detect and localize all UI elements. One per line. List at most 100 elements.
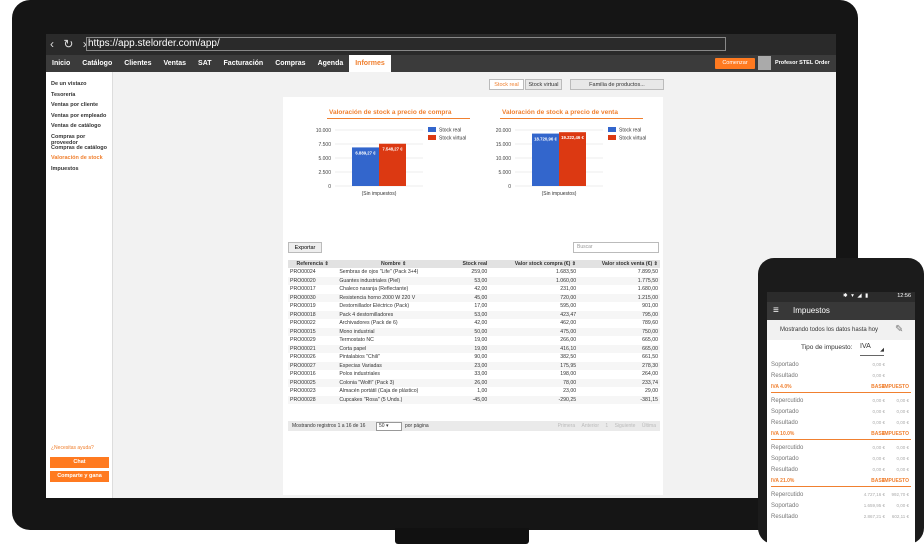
- help-link[interactable]: ¿Necesitas ayuda?: [51, 445, 94, 451]
- table-cell: -381,15: [578, 395, 660, 404]
- tax-amount-value: 0,00 €: [896, 409, 909, 414]
- hamburger-icon[interactable]: ≡: [773, 305, 779, 316]
- table-cell: Pack 4 destornilladores: [337, 310, 451, 319]
- comenzar-button[interactable]: Comenzar: [715, 58, 755, 69]
- y-tick-label: 10.000: [496, 156, 512, 162]
- search-input[interactable]: Buscar: [573, 242, 659, 253]
- avatar[interactable]: [758, 56, 771, 70]
- column-header-stock-real[interactable]: Stock real: [450, 260, 490, 268]
- sidebar-item-de-un-vistazo[interactable]: De un vistazo: [51, 81, 87, 87]
- table-row[interactable]: PRO00030 Resistencia horno 2000 W 220 V 45…: [288, 293, 660, 302]
- user-menu[interactable]: Profesor STEL Order: [775, 60, 830, 66]
- table-row[interactable]: PRO00024 Sembras de ojos "Life" (Pack 3+4…: [288, 268, 660, 277]
- table-row[interactable]: PRO00020 Guantes industriales (Piel) 53,00…: [288, 276, 660, 285]
- tax-base-value: 0,00 €: [872, 420, 885, 425]
- tax-row-label: Resultado: [771, 514, 799, 520]
- phone-message-bar: Mostrando todos los datos hasta hoy ✎: [767, 320, 915, 340]
- export-button[interactable]: Exportar: [288, 242, 322, 253]
- table-row[interactable]: PRO00021 Corta papel 19,00 416,10 665,00: [288, 344, 660, 353]
- table-row[interactable]: PRO00023 Almacén portátil (Caja de plásti…: [288, 387, 660, 396]
- stock-table: Referencia ⇕ Nombre ⇕ Stock real Valor stoc…: [288, 260, 660, 404]
- table-row[interactable]: PRO00027 Especias Variadas 23,00 175,95 278,…: [288, 361, 660, 370]
- table-row[interactable]: PRO00015 Mono industrial 50,00 475,00 750,00: [288, 327, 660, 336]
- sidebar-item-compras-por-proveedor[interactable]: Compras por proveedor: [51, 133, 86, 146]
- nav-item-inicio[interactable]: Inicio: [52, 60, 71, 67]
- table-row[interactable]: PRO00028 Cupcakes "Rosa" (5 Unds.) -45,00-…: [288, 395, 660, 404]
- column-header-nombre[interactable]: Nombre ⇕: [337, 260, 451, 268]
- nav-item-agenda[interactable]: Agenda: [317, 60, 344, 67]
- nav-item-compras[interactable]: Compras: [275, 60, 306, 67]
- familia-dropdown[interactable]: Familia de productos...: [570, 79, 664, 90]
- table-row[interactable]: PRO00018 Pack 4 destornilladores 53,00 423,…: [288, 310, 660, 319]
- sidebar-item-valoracion-de-stock[interactable]: Valoración de stock: [51, 155, 103, 162]
- table-cell: PRO00023: [290, 388, 316, 395]
- sidebar-item-compras-de-catalogo[interactable]: Compras de catálogo: [51, 144, 107, 151]
- tax-section-name: IVA 4.0%: [771, 384, 792, 390]
- table-cell: -290,25: [489, 395, 579, 404]
- share-button[interactable]: Comparte y gana: [50, 471, 109, 482]
- table-row[interactable]: PRO00019 Destornillador Eléctrico (Pack) 1…: [288, 302, 660, 311]
- table-cell: 19,00: [450, 344, 490, 353]
- address-bar[interactable]: [86, 37, 726, 51]
- sidebar-item-impuestos[interactable]: Impuestos: [51, 165, 79, 172]
- sidebar-item-ventas-por-cliente[interactable]: Ventas por cliente: [51, 102, 99, 109]
- column-header-valor-stock-venta[interactable]: Valor stock venta (€) ⇕: [578, 260, 660, 268]
- pager-ultima[interactable]: Última: [641, 423, 656, 429]
- pager-primera[interactable]: Primera: [557, 423, 577, 429]
- stock-real-toggle[interactable]: Stock real: [489, 79, 524, 90]
- legend-swatch: [428, 135, 436, 140]
- base-column-label: BASE: [871, 478, 885, 484]
- main-nav: Inicio Catálogo Clientes Ventas SAT Facturaci…: [46, 55, 836, 72]
- table-cell: Cupcakes "Rosa" (5 Unds.): [337, 395, 451, 404]
- table-row[interactable]: PRO00017 Chaleco naranja (Reflectante) 42,…: [288, 285, 660, 294]
- tax-amount-value: 0,00 €: [896, 467, 909, 472]
- sidebar-item-ventas-por-empleado[interactable]: Ventas por empleado: [51, 112, 107, 119]
- table-cell: 7.899,50: [637, 269, 658, 276]
- table-cell: PRO00029: [290, 337, 316, 344]
- browser-nav-icons[interactable]: ‹ ↻ ›: [50, 37, 90, 51]
- pencil-icon[interactable]: ✎: [895, 324, 904, 335]
- nav-item-ventas[interactable]: Ventas: [163, 60, 187, 67]
- table-header: Referencia ⇕ Nombre ⇕ Stock real Valor stoc…: [288, 260, 660, 268]
- tax-section-header: IVA 4.0% BASE IMPUESTO: [771, 383, 911, 393]
- table-row[interactable]: PRO00025 Colonia "Wolfi" (Pack 3) 26,00 78,…: [288, 378, 660, 387]
- tax-amount-value: 0,00 €: [896, 445, 909, 450]
- legend-label: Stock virtual: [439, 136, 466, 142]
- tax-row-resultado: Resultado 0,00 €: [771, 371, 911, 381]
- pager-anterior[interactable]: Anterior: [581, 423, 601, 429]
- table-cell: PRO00021: [288, 344, 338, 353]
- table-cell: 750,00: [578, 327, 660, 336]
- tax-row-resultado: Resultado 0,00 € 0,00 €: [771, 418, 911, 428]
- stock-virtual-toggle[interactable]: Stock virtual: [525, 79, 562, 90]
- tipo-select[interactable]: IVA ◢: [860, 343, 884, 356]
- nav-item-catalogo[interactable]: Catálogo: [82, 60, 113, 67]
- base-column-label: BASE: [871, 384, 885, 390]
- table-row[interactable]: PRO00016 Polos industriales 33,00 198,00 264…: [288, 370, 660, 379]
- table-row[interactable]: PRO00029 Termostato NC 19,00 266,00 665,00: [288, 336, 660, 345]
- phone-status-bar: ✱ ▾ ◢ ▮ 12:56: [767, 292, 915, 302]
- page-size-select[interactable]: 50 ▾: [376, 422, 402, 431]
- table-cell: 50,00: [450, 327, 490, 336]
- tax-base-value: 0,00 €: [872, 398, 885, 403]
- table-body: PRO00024 Sembras de ojos "Life" (Pack 3+4…: [288, 268, 660, 404]
- table-row[interactable]: PRO00026 Pintalabios "Chili" 90,00 382,50 66…: [288, 353, 660, 362]
- table-cell: 382,50: [560, 354, 577, 361]
- table-cell: PRO00019: [290, 303, 316, 310]
- nav-item-informes[interactable]: Informes: [349, 55, 391, 72]
- table-row[interactable]: PRO00022 Archivadores (Pack de 6) 42,00 462…: [288, 319, 660, 328]
- sidebar-item-ventas-de-catalogo[interactable]: Ventas de catálogo: [51, 123, 101, 130]
- column-header-referencia[interactable]: Referencia ⇕: [288, 260, 338, 268]
- nav-item-sat[interactable]: SAT: [198, 60, 212, 67]
- nav-item-clientes[interactable]: Clientes: [124, 60, 152, 67]
- table-cell: 26,00: [450, 378, 490, 387]
- table-cell: 198,00: [560, 371, 577, 378]
- phone-time: 12:56: [897, 293, 911, 299]
- chat-button[interactable]: Chat: [50, 457, 109, 468]
- bar-stock-virtual: [379, 143, 406, 186]
- pager-siguiente[interactable]: Siguiente: [614, 423, 637, 429]
- sidebar-item-tesoreria[interactable]: Tesorería: [51, 91, 76, 98]
- column-header-valor-stock-compra[interactable]: Valor stock compra (€) ⇕: [489, 260, 579, 268]
- tax-row-repercutido: Repercutido 0,00 € 0,00 €: [771, 443, 911, 453]
- nav-item-facturacion[interactable]: Facturación: [223, 60, 264, 67]
- pager-1[interactable]: 1: [605, 423, 610, 429]
